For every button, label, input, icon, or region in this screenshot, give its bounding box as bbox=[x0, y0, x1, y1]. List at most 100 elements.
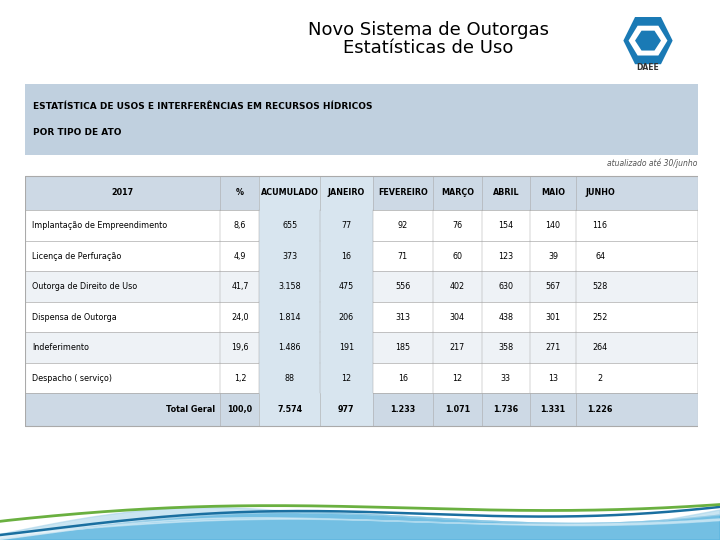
Polygon shape bbox=[629, 26, 667, 56]
Text: 3.158: 3.158 bbox=[279, 282, 301, 291]
Text: MAIO: MAIO bbox=[541, 188, 565, 198]
Text: 116: 116 bbox=[593, 221, 608, 230]
Text: 567: 567 bbox=[545, 282, 561, 291]
Polygon shape bbox=[624, 17, 672, 64]
FancyBboxPatch shape bbox=[259, 302, 320, 332]
Text: 630: 630 bbox=[498, 282, 513, 291]
Text: atualizado até 30/junho: atualizado até 30/junho bbox=[607, 159, 697, 168]
Text: 1.814: 1.814 bbox=[279, 313, 301, 321]
Text: 1.226: 1.226 bbox=[588, 406, 613, 414]
FancyBboxPatch shape bbox=[25, 332, 698, 363]
Text: %: % bbox=[236, 188, 244, 198]
Text: Outorga de Direito de Uso: Outorga de Direito de Uso bbox=[32, 282, 138, 291]
Text: 438: 438 bbox=[498, 313, 513, 321]
Text: 304: 304 bbox=[450, 313, 465, 321]
Text: 140: 140 bbox=[546, 221, 560, 230]
FancyBboxPatch shape bbox=[25, 271, 698, 302]
Text: POR TIPO DE ATO: POR TIPO DE ATO bbox=[33, 128, 122, 137]
Text: 475: 475 bbox=[338, 282, 354, 291]
Text: JANEIRO: JANEIRO bbox=[328, 188, 365, 198]
Text: Novo Sistema de Outorgas: Novo Sistema de Outorgas bbox=[308, 21, 549, 38]
Text: 77: 77 bbox=[341, 221, 351, 230]
Text: 1.071: 1.071 bbox=[445, 406, 470, 414]
Text: 39: 39 bbox=[548, 252, 558, 261]
Text: 191: 191 bbox=[338, 343, 354, 352]
FancyBboxPatch shape bbox=[25, 84, 698, 156]
Text: 977: 977 bbox=[338, 406, 354, 414]
Text: 71: 71 bbox=[398, 252, 408, 261]
FancyBboxPatch shape bbox=[320, 211, 372, 241]
Text: 154: 154 bbox=[498, 221, 513, 230]
Text: ESTATÍSTICA DE USOS E INTERFERÊNCIAS EM RECURSOS HÍDRICOS: ESTATÍSTICA DE USOS E INTERFERÊNCIAS EM … bbox=[33, 102, 373, 111]
FancyBboxPatch shape bbox=[259, 332, 320, 363]
Text: 92: 92 bbox=[397, 221, 408, 230]
Text: 33: 33 bbox=[501, 374, 511, 382]
Text: 556: 556 bbox=[395, 282, 410, 291]
FancyBboxPatch shape bbox=[320, 302, 372, 332]
Text: 12: 12 bbox=[341, 374, 351, 382]
Text: Total Geral: Total Geral bbox=[166, 406, 215, 414]
Text: Implantação de Empreendimento: Implantação de Empreendimento bbox=[32, 221, 167, 230]
Text: 1.486: 1.486 bbox=[279, 343, 301, 352]
FancyBboxPatch shape bbox=[320, 176, 372, 211]
FancyBboxPatch shape bbox=[320, 332, 372, 363]
Text: FEVEREIRO: FEVEREIRO bbox=[378, 188, 428, 198]
FancyBboxPatch shape bbox=[25, 363, 698, 393]
Text: 13: 13 bbox=[548, 374, 558, 382]
Text: 2017: 2017 bbox=[112, 188, 134, 198]
Text: 24,0: 24,0 bbox=[231, 313, 248, 321]
Text: 19,6: 19,6 bbox=[231, 343, 248, 352]
Text: Indeferimento: Indeferimento bbox=[32, 343, 89, 352]
FancyBboxPatch shape bbox=[320, 363, 372, 393]
Text: MARÇO: MARÇO bbox=[441, 188, 474, 198]
Text: 271: 271 bbox=[545, 343, 561, 352]
Text: 264: 264 bbox=[593, 343, 608, 352]
Text: 100,0: 100,0 bbox=[228, 406, 253, 414]
FancyBboxPatch shape bbox=[25, 176, 698, 211]
FancyBboxPatch shape bbox=[320, 271, 372, 302]
Text: 313: 313 bbox=[395, 313, 410, 321]
Text: Licença de Perfuração: Licença de Perfuração bbox=[32, 252, 121, 261]
Text: Dispensa de Outorga: Dispensa de Outorga bbox=[32, 313, 117, 321]
Text: 60: 60 bbox=[452, 252, 462, 261]
Text: DAEE: DAEE bbox=[636, 63, 660, 72]
Text: 8,6: 8,6 bbox=[234, 221, 246, 230]
Text: 1,2: 1,2 bbox=[234, 374, 246, 382]
Text: 528: 528 bbox=[593, 282, 608, 291]
Text: 41,7: 41,7 bbox=[231, 282, 248, 291]
Text: 1.233: 1.233 bbox=[390, 406, 415, 414]
Text: 4,9: 4,9 bbox=[234, 252, 246, 261]
Polygon shape bbox=[635, 31, 661, 51]
FancyBboxPatch shape bbox=[320, 393, 372, 426]
Text: 123: 123 bbox=[498, 252, 513, 261]
Text: Despacho ( serviço): Despacho ( serviço) bbox=[32, 374, 112, 382]
FancyBboxPatch shape bbox=[25, 302, 698, 332]
Text: 16: 16 bbox=[398, 374, 408, 382]
Text: ACUMULADO: ACUMULADO bbox=[261, 188, 319, 198]
Text: 185: 185 bbox=[395, 343, 410, 352]
Text: 7.574: 7.574 bbox=[277, 406, 302, 414]
FancyBboxPatch shape bbox=[259, 363, 320, 393]
Text: 217: 217 bbox=[450, 343, 465, 352]
Text: 12: 12 bbox=[452, 374, 462, 382]
Text: 655: 655 bbox=[282, 221, 297, 230]
FancyBboxPatch shape bbox=[25, 393, 698, 426]
Text: 301: 301 bbox=[546, 313, 560, 321]
Text: 64: 64 bbox=[595, 252, 605, 261]
Text: 1.736: 1.736 bbox=[493, 406, 518, 414]
Text: 1.331: 1.331 bbox=[541, 406, 565, 414]
FancyBboxPatch shape bbox=[25, 211, 698, 241]
Text: Estatísticas de Uso: Estatísticas de Uso bbox=[343, 39, 513, 57]
Text: 358: 358 bbox=[498, 343, 513, 352]
FancyBboxPatch shape bbox=[259, 211, 320, 241]
FancyBboxPatch shape bbox=[259, 241, 320, 271]
Text: 402: 402 bbox=[450, 282, 465, 291]
FancyBboxPatch shape bbox=[259, 176, 320, 211]
Text: 206: 206 bbox=[338, 313, 354, 321]
FancyBboxPatch shape bbox=[259, 271, 320, 302]
Text: JUNHO: JUNHO bbox=[585, 188, 615, 198]
Text: 76: 76 bbox=[452, 221, 462, 230]
FancyBboxPatch shape bbox=[25, 241, 698, 271]
Text: 2: 2 bbox=[598, 374, 603, 382]
FancyBboxPatch shape bbox=[259, 393, 320, 426]
